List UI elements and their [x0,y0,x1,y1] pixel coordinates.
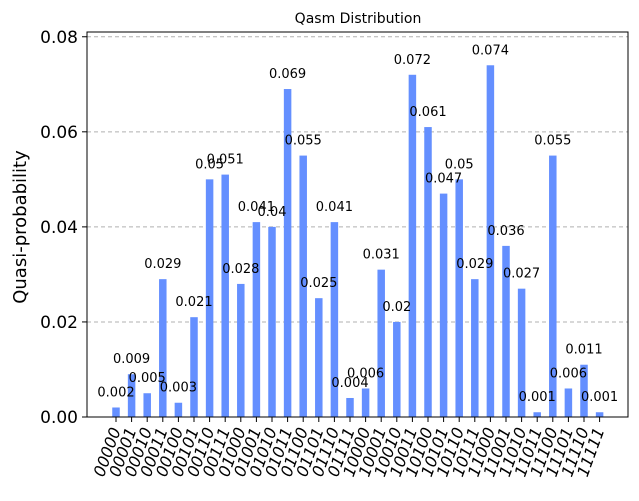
chart-title: Qasm Distribution [295,11,422,27]
y-tick-label: 0.02 [40,313,78,333]
bar-00111 [221,174,229,417]
bar-11001 [502,245,510,417]
y-axis-label: Quasi-probability [10,150,31,304]
data-label: 0.004 [331,376,368,391]
bar-01100 [299,155,307,417]
bar-00110 [205,179,214,417]
y-tick-label: 0.00 [40,408,78,428]
data-label: 0.05 [195,157,224,172]
data-label: 0.002 [97,385,134,400]
plot-frame [86,31,629,418]
bar-11111 [595,412,604,417]
bar-00000 [112,407,120,417]
data-label: 0.005 [129,371,166,386]
x-axis-ticks: 0000000001000100001100100001010011000111… [89,417,608,479]
data-label: 0.072 [394,53,431,68]
data-label: 0.04 [258,205,287,220]
bar-01010 [268,226,276,417]
bar-11010 [517,288,526,417]
bar-10100 [424,127,432,417]
bar-11100 [549,155,557,417]
bar-11101 [564,388,573,417]
bar-01000 [237,283,245,417]
data-labels: 0.0020.0090.0050.0290.0030.0210.050.0510… [97,43,618,405]
bar-11000 [486,65,495,417]
bar-10000 [361,388,370,417]
bar-01011 [283,89,292,417]
bar-10001 [377,269,385,417]
data-label: 0.003 [160,381,197,396]
data-label: 0.029 [456,257,493,272]
data-label: 0.036 [487,224,524,239]
gridlines [87,36,628,323]
data-label: 0.027 [503,267,540,282]
data-label: 0.006 [550,366,587,381]
data-label: 0.009 [113,352,150,367]
data-label: 0.02 [382,300,411,315]
bar-00001 [127,374,136,417]
bar-10110 [455,179,463,417]
y-tick-label: 0.06 [40,123,78,143]
y-tick-label: 0.04 [40,218,78,238]
bar-00101 [190,317,198,417]
data-label: 0.055 [285,134,322,149]
data-label: 0.061 [409,105,446,120]
data-label: 0.001 [519,390,556,405]
y-tick-label: 0.08 [40,28,78,48]
bars [112,65,604,418]
data-label: 0.069 [269,67,306,82]
data-label: 0.041 [238,200,275,215]
bar-00010 [143,393,151,417]
bar-00011 [159,279,167,417]
data-label: 0.028 [222,262,259,277]
bar-01101 [315,298,323,417]
data-label: 0.05 [445,157,474,172]
bar-10010 [393,321,401,417]
bar-10011 [408,74,417,418]
bar-01001 [252,222,261,417]
data-label: 0.055 [534,134,571,149]
data-label: 0.029 [144,257,181,272]
data-label: 0.031 [363,248,400,263]
bar-01110 [330,222,339,417]
bar-10111 [471,279,479,417]
data-label: 0.011 [565,343,602,358]
data-label: 0.001 [581,390,618,405]
data-label: 0.006 [347,366,384,381]
y-axis-ticks: 0.00 0.02 0.04 0.06 0.08 [40,28,87,428]
data-label: 0.021 [175,295,212,310]
bar-11110 [580,364,588,417]
data-label: 0.047 [425,172,462,187]
bar-00100 [174,402,183,417]
bar-01111 [346,397,354,417]
data-label: 0.025 [300,276,337,291]
bar-10101 [439,193,448,417]
data-label: 0.051 [207,153,244,168]
data-label: 0.074 [472,43,509,58]
data-label: 0.041 [316,200,353,215]
bar-11011 [533,412,541,417]
